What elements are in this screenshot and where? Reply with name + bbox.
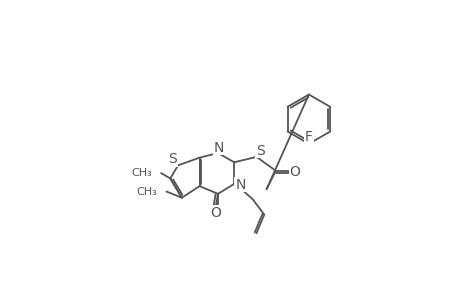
Text: N: N	[235, 178, 245, 192]
Text: O: O	[289, 165, 300, 179]
Text: N: N	[213, 141, 224, 155]
Text: O: O	[210, 206, 221, 220]
Text: S: S	[168, 152, 177, 166]
Text: CH₃: CH₃	[131, 168, 151, 178]
Text: F: F	[304, 130, 312, 144]
Text: S: S	[256, 144, 264, 158]
Text: CH₃: CH₃	[136, 187, 157, 197]
